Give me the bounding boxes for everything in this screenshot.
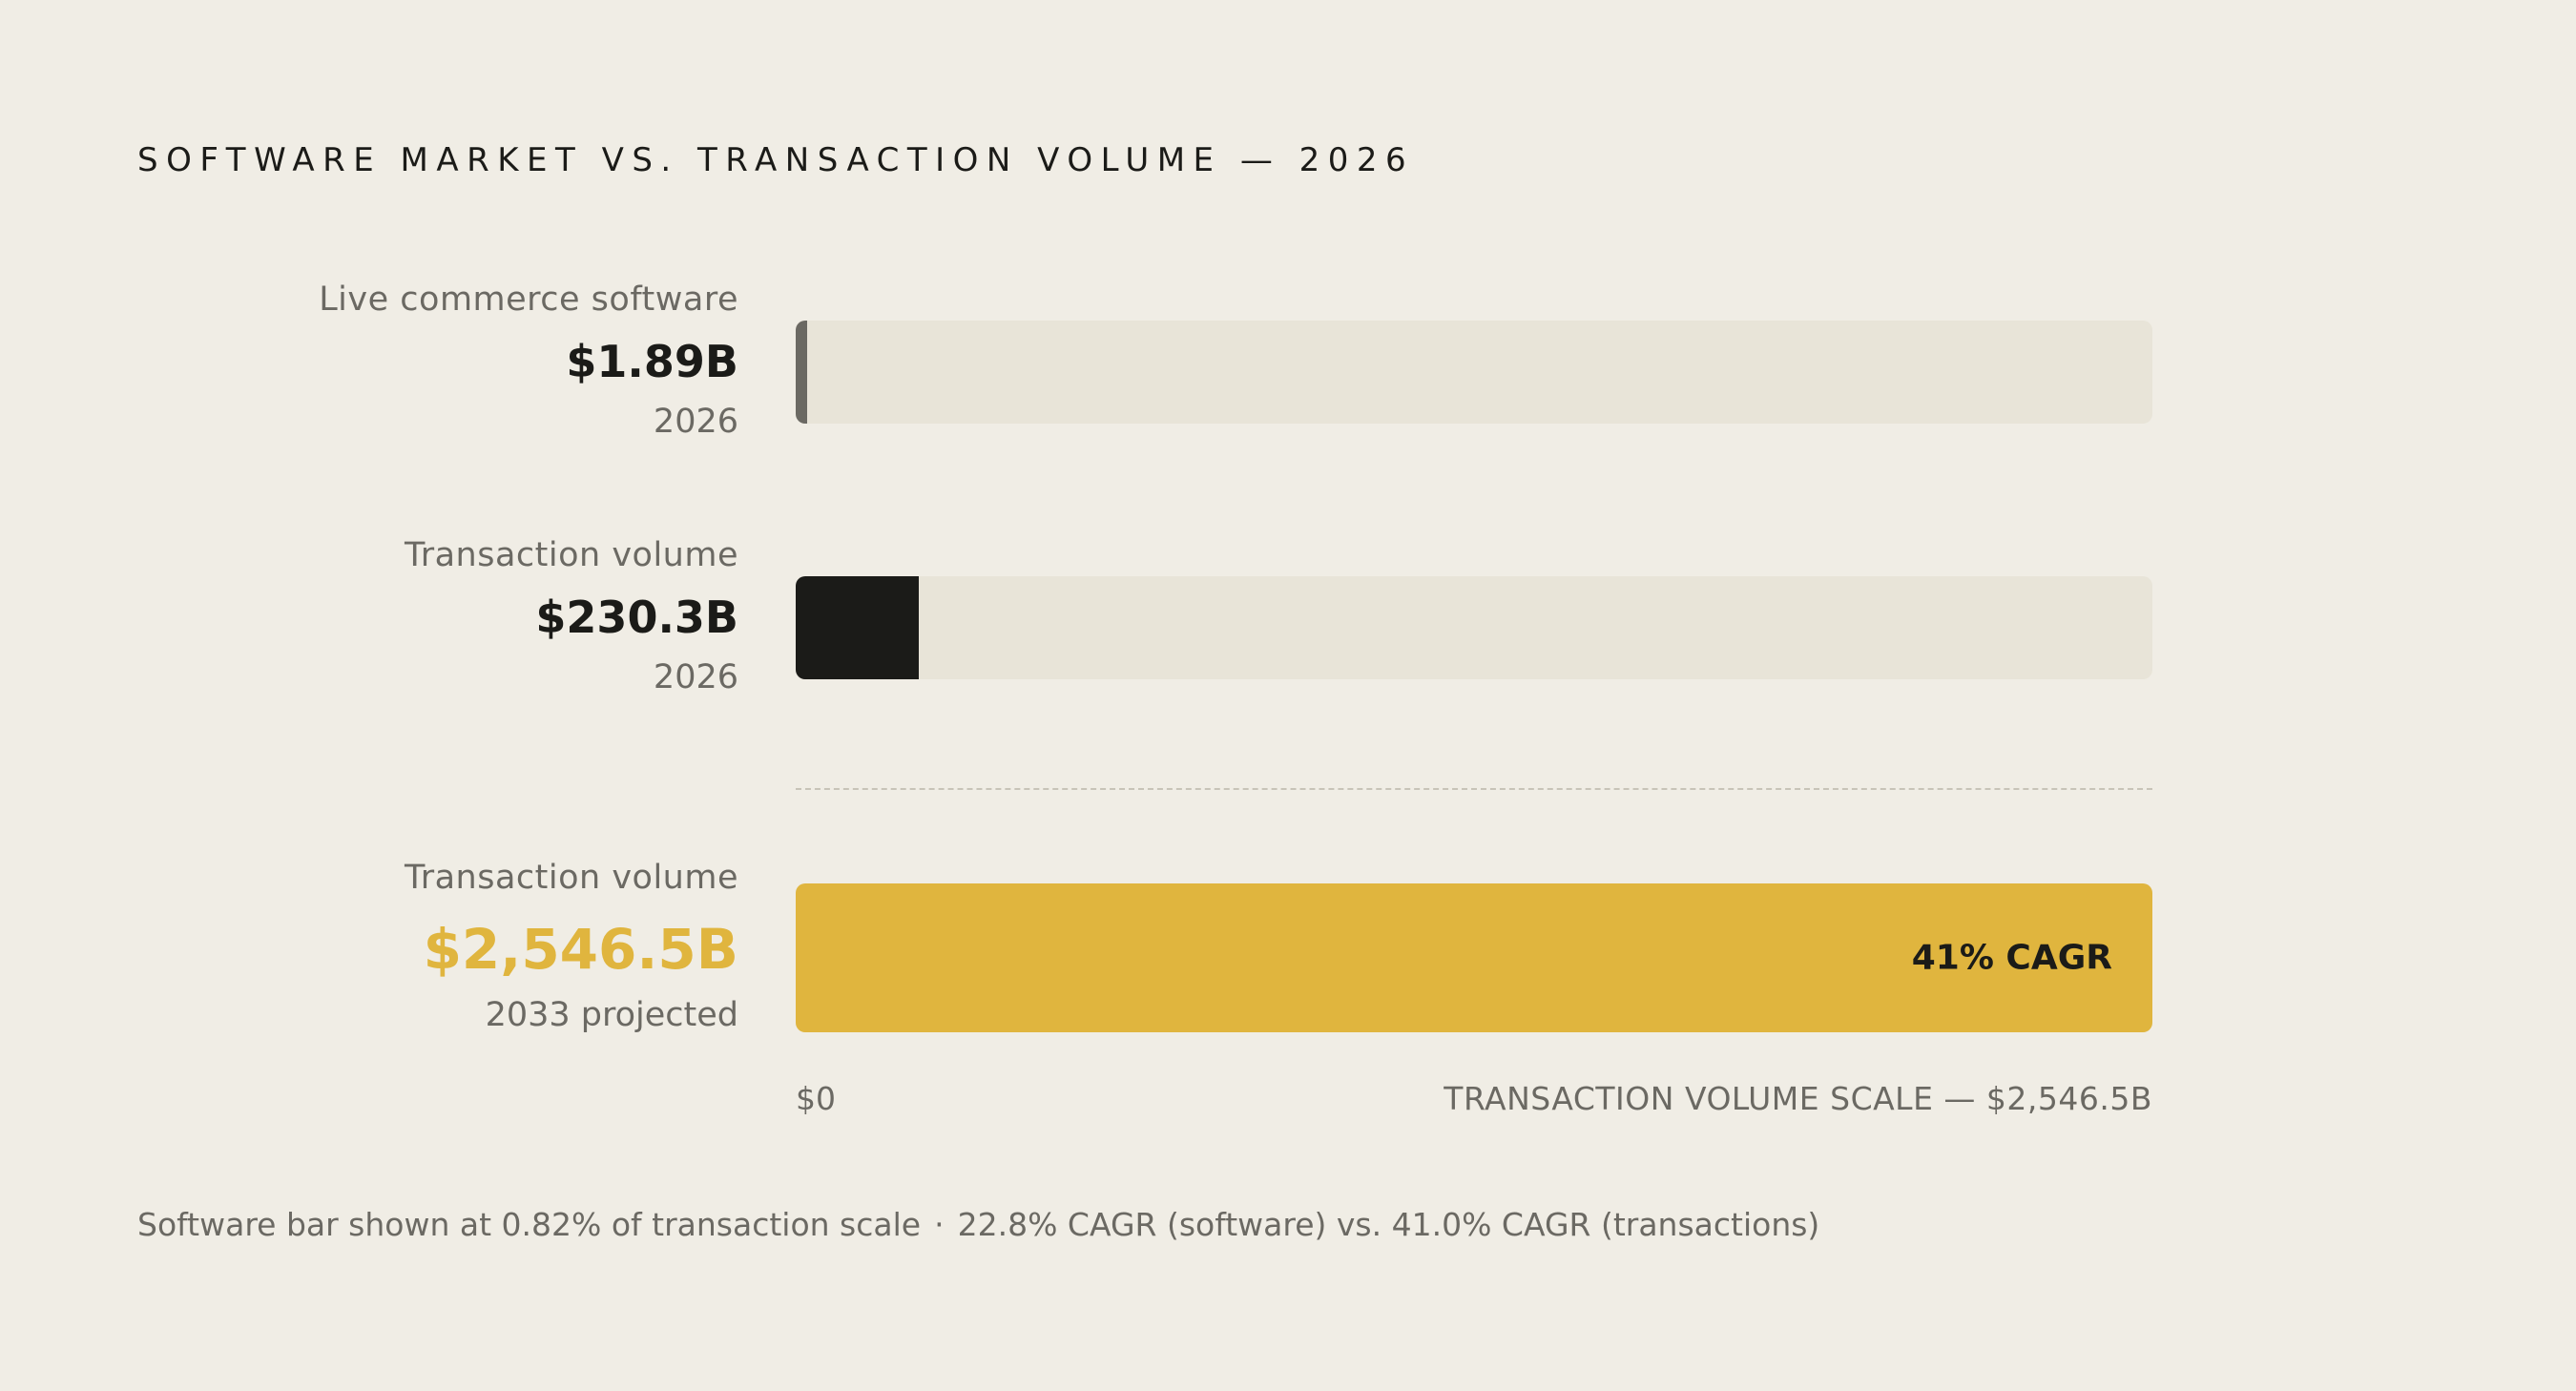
- row-name: Transaction volume: [404, 536, 738, 574]
- chart-title: SOFTWARE MARKET VS. TRANSACTION VOLUME —…: [137, 141, 1415, 179]
- bar-transactions-2026: [796, 576, 919, 679]
- row-value: $230.3B: [535, 592, 738, 643]
- axis-max-label: TRANSACTION VOLUME SCALE — $2,546.5B: [1444, 1080, 2152, 1117]
- bar-track-software: [796, 321, 2152, 424]
- bar-cagr-label: 41% CAGR: [1911, 938, 2112, 978]
- row-name: Transaction volume: [404, 859, 738, 897]
- row-period: 2033 projected: [485, 996, 738, 1034]
- bar-transactions-2033: [796, 883, 2152, 1032]
- row-period: 2026: [653, 403, 738, 441]
- row-value: $2,546.5B: [423, 917, 738, 982]
- footnote-separator: ·: [934, 1206, 945, 1243]
- footnote-part1: Software bar shown at 0.82% of transacti…: [137, 1206, 922, 1243]
- footnote: Software bar shown at 0.82% of transacti…: [137, 1206, 1819, 1243]
- bar-software: [796, 321, 807, 424]
- row-period: 2026: [653, 658, 738, 696]
- divider: [796, 788, 2152, 790]
- row-label-transactions-2033: Transaction volume $2,546.5B 2033 projec…: [405, 857, 738, 1036]
- bar-track-transactions-2033: 41% CAGR: [796, 883, 2152, 1032]
- footnote-part2: 22.8% CAGR (software) vs. 41.0% CAGR (tr…: [957, 1206, 1820, 1243]
- row-label-software: Live commerce software $1.89B 2026: [319, 279, 738, 443]
- axis-min-label: $0: [796, 1080, 836, 1117]
- row-value: $1.89B: [566, 336, 738, 387]
- bar-track-transactions-2026: [796, 576, 2152, 679]
- row-label-transactions-2026: Transaction volume $230.3B 2026: [405, 534, 738, 698]
- row-name: Live commerce software: [319, 280, 738, 319]
